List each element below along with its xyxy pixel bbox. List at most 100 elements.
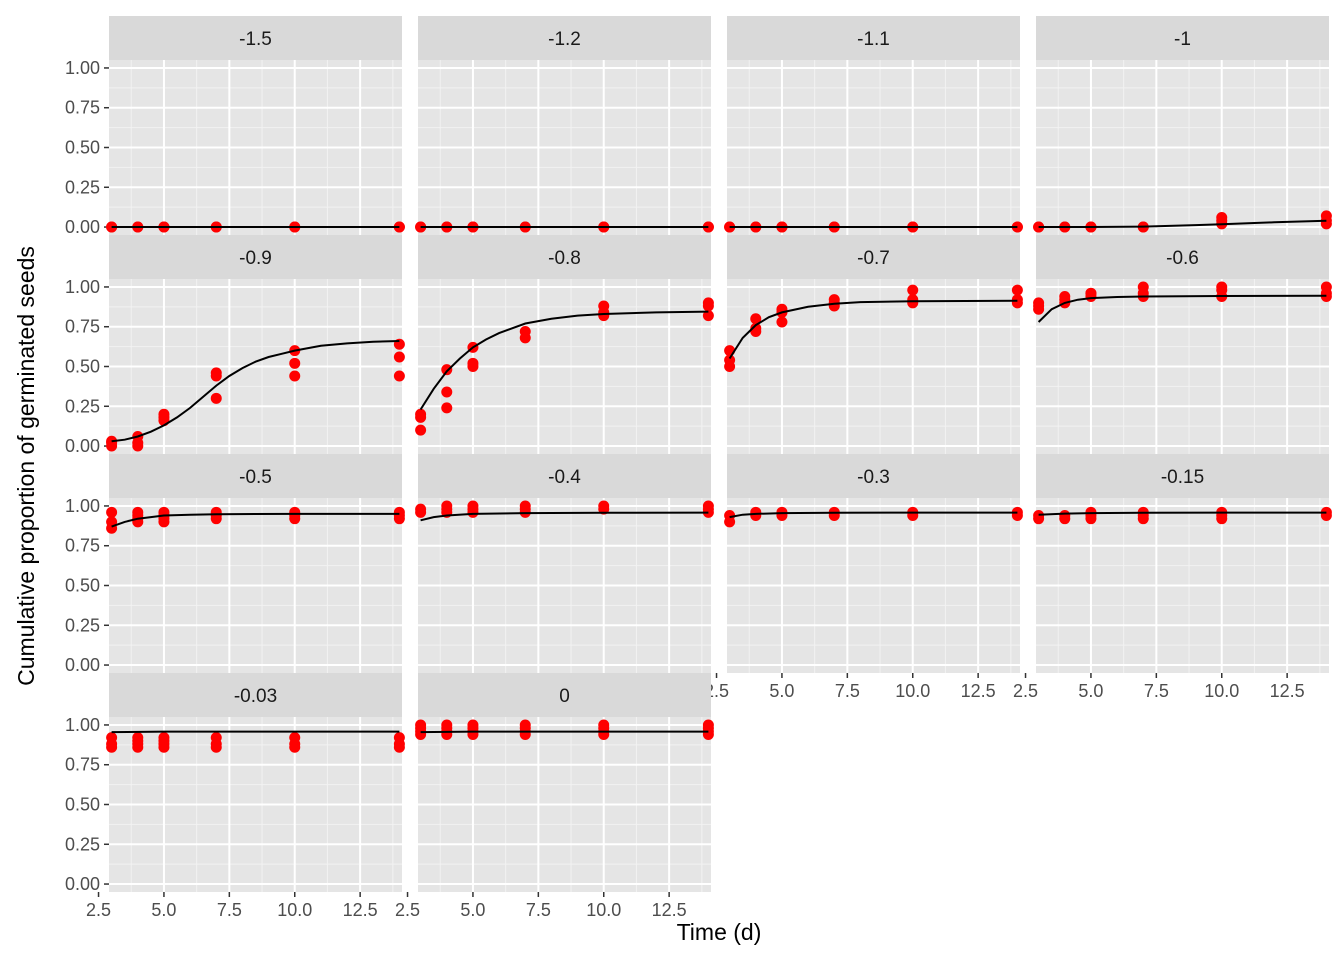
data-point	[598, 500, 610, 512]
facet-strip	[1036, 235, 1329, 279]
y-tick-label: 0.25	[65, 615, 100, 635]
data-point	[1085, 287, 1097, 299]
facet-strip	[418, 16, 711, 60]
data-point	[702, 310, 714, 322]
x-tick-label: 5.0	[460, 900, 485, 920]
data-point	[702, 719, 714, 731]
facet-panel: -1.2	[415, 16, 714, 235]
facet-panel: -1	[1033, 16, 1332, 235]
y-tick-label: 1.00	[65, 277, 100, 297]
facet-strip	[109, 454, 402, 498]
fitted-curve	[111, 730, 400, 734]
facet-strip	[1036, 454, 1329, 498]
data-point	[467, 357, 479, 369]
facet-panel: -0.03 0.00 0.25 0.50 0.75 1.00 2.5 5.0 7.5 10.0 12…	[65, 673, 405, 920]
data-point	[132, 506, 144, 518]
fitted-curve	[420, 730, 709, 734]
data-point	[1033, 510, 1045, 521]
y-tick-label: 0.75	[65, 317, 100, 337]
data-point	[1011, 284, 1023, 296]
data-point	[415, 719, 427, 731]
data-point	[702, 500, 714, 512]
facet-panel: -0.9 0.00 0.25 0.50 0.75 1.00	[65, 235, 405, 456]
facet-strip-label: -0.5	[239, 467, 272, 488]
data-point	[210, 392, 222, 404]
facet-strip	[418, 673, 711, 717]
data-point	[702, 297, 714, 309]
facet-panel: -1.5 0.00 0.25 0.50 0.75 1.00	[65, 16, 405, 237]
data-point	[519, 719, 531, 731]
fitted-curve	[1037, 294, 1327, 323]
facet-panel: -1.1	[724, 16, 1023, 235]
y-tick-label: 0.00	[65, 655, 100, 675]
y-tick-label: 0.25	[65, 177, 100, 197]
fitted-curve	[728, 299, 1018, 360]
x-tick-label: 10.0	[586, 900, 621, 920]
x-tick-label: 5.0	[1078, 681, 1103, 701]
y-tick-label: 0.75	[65, 536, 100, 556]
data-point	[828, 294, 840, 306]
y-tick-label: 0.75	[65, 755, 100, 775]
facet-panel: -0.5 0.00 0.25 0.50 0.75 1.00	[65, 454, 405, 675]
y-tick-label: 0.25	[65, 396, 100, 416]
facet-strip-label: -0.3	[857, 467, 890, 488]
facet-strip	[1036, 16, 1329, 60]
y-tick-label: 1.00	[65, 58, 100, 78]
data-point	[1216, 281, 1228, 293]
facet-strip	[109, 235, 402, 279]
data-point	[907, 294, 919, 306]
data-point	[210, 367, 222, 379]
x-tick-label: 10.0	[895, 681, 930, 701]
data-point	[106, 506, 118, 518]
facet-strip-label: -1.2	[548, 29, 581, 50]
facet-strip-label: -0.7	[857, 248, 890, 269]
facet-panel: 0 2.5 5.0 7.5 10.0 12.5	[395, 673, 714, 920]
data-point	[598, 719, 610, 731]
facet-strip	[109, 16, 402, 60]
data-point	[393, 732, 405, 744]
data-point	[132, 732, 144, 744]
data-point	[467, 719, 479, 731]
data-point	[210, 732, 222, 744]
y-tick-label: 0.50	[65, 138, 100, 158]
data-point	[158, 408, 170, 420]
facet-strip-label: -0.15	[1161, 467, 1204, 488]
y-tick-label: 1.00	[65, 715, 100, 735]
x-tick-label: 7.5	[835, 681, 860, 701]
data-point	[1320, 281, 1332, 293]
facet-strip	[727, 16, 1020, 60]
facet-strip-label: -0.9	[239, 248, 272, 269]
x-tick-label: 7.5	[1144, 681, 1169, 701]
x-tick-label: 12.5	[343, 900, 378, 920]
facet-strip-label: 0	[559, 686, 570, 707]
data-point	[106, 732, 118, 744]
facet-panel: -0.32.5 5.0 7.5 10.0 12.5	[704, 454, 1023, 701]
data-point	[776, 316, 788, 328]
facet-strip	[109, 673, 402, 717]
data-point	[289, 732, 301, 744]
x-tick-label: 10.0	[277, 900, 312, 920]
data-point	[415, 424, 427, 436]
data-point	[724, 510, 736, 521]
facet-strip-label: -0.6	[1166, 248, 1199, 269]
y-tick-label: 0.00	[65, 874, 100, 894]
x-tick-label: 2.5	[1013, 681, 1038, 701]
facet-panel: -0.8	[415, 235, 714, 454]
fitted-curve	[1038, 219, 1327, 228]
data-point	[415, 503, 427, 515]
data-point	[289, 506, 301, 518]
data-point	[289, 357, 301, 369]
y-axis-title: Cumulative proportion of germinated seed…	[13, 246, 39, 686]
data-point	[1320, 210, 1332, 222]
data-point	[441, 402, 453, 414]
data-point	[750, 506, 762, 518]
data-point	[415, 408, 427, 420]
data-point	[393, 370, 405, 382]
facet-strip-label: -0.4	[548, 467, 581, 488]
facet-strip-label: -1.1	[857, 29, 890, 50]
data-point	[519, 500, 531, 512]
x-tick-label: 5.0	[151, 900, 176, 920]
x-tick-label: 12.5	[652, 900, 687, 920]
y-tick-label: 0.00	[65, 217, 100, 237]
data-point	[441, 364, 453, 376]
